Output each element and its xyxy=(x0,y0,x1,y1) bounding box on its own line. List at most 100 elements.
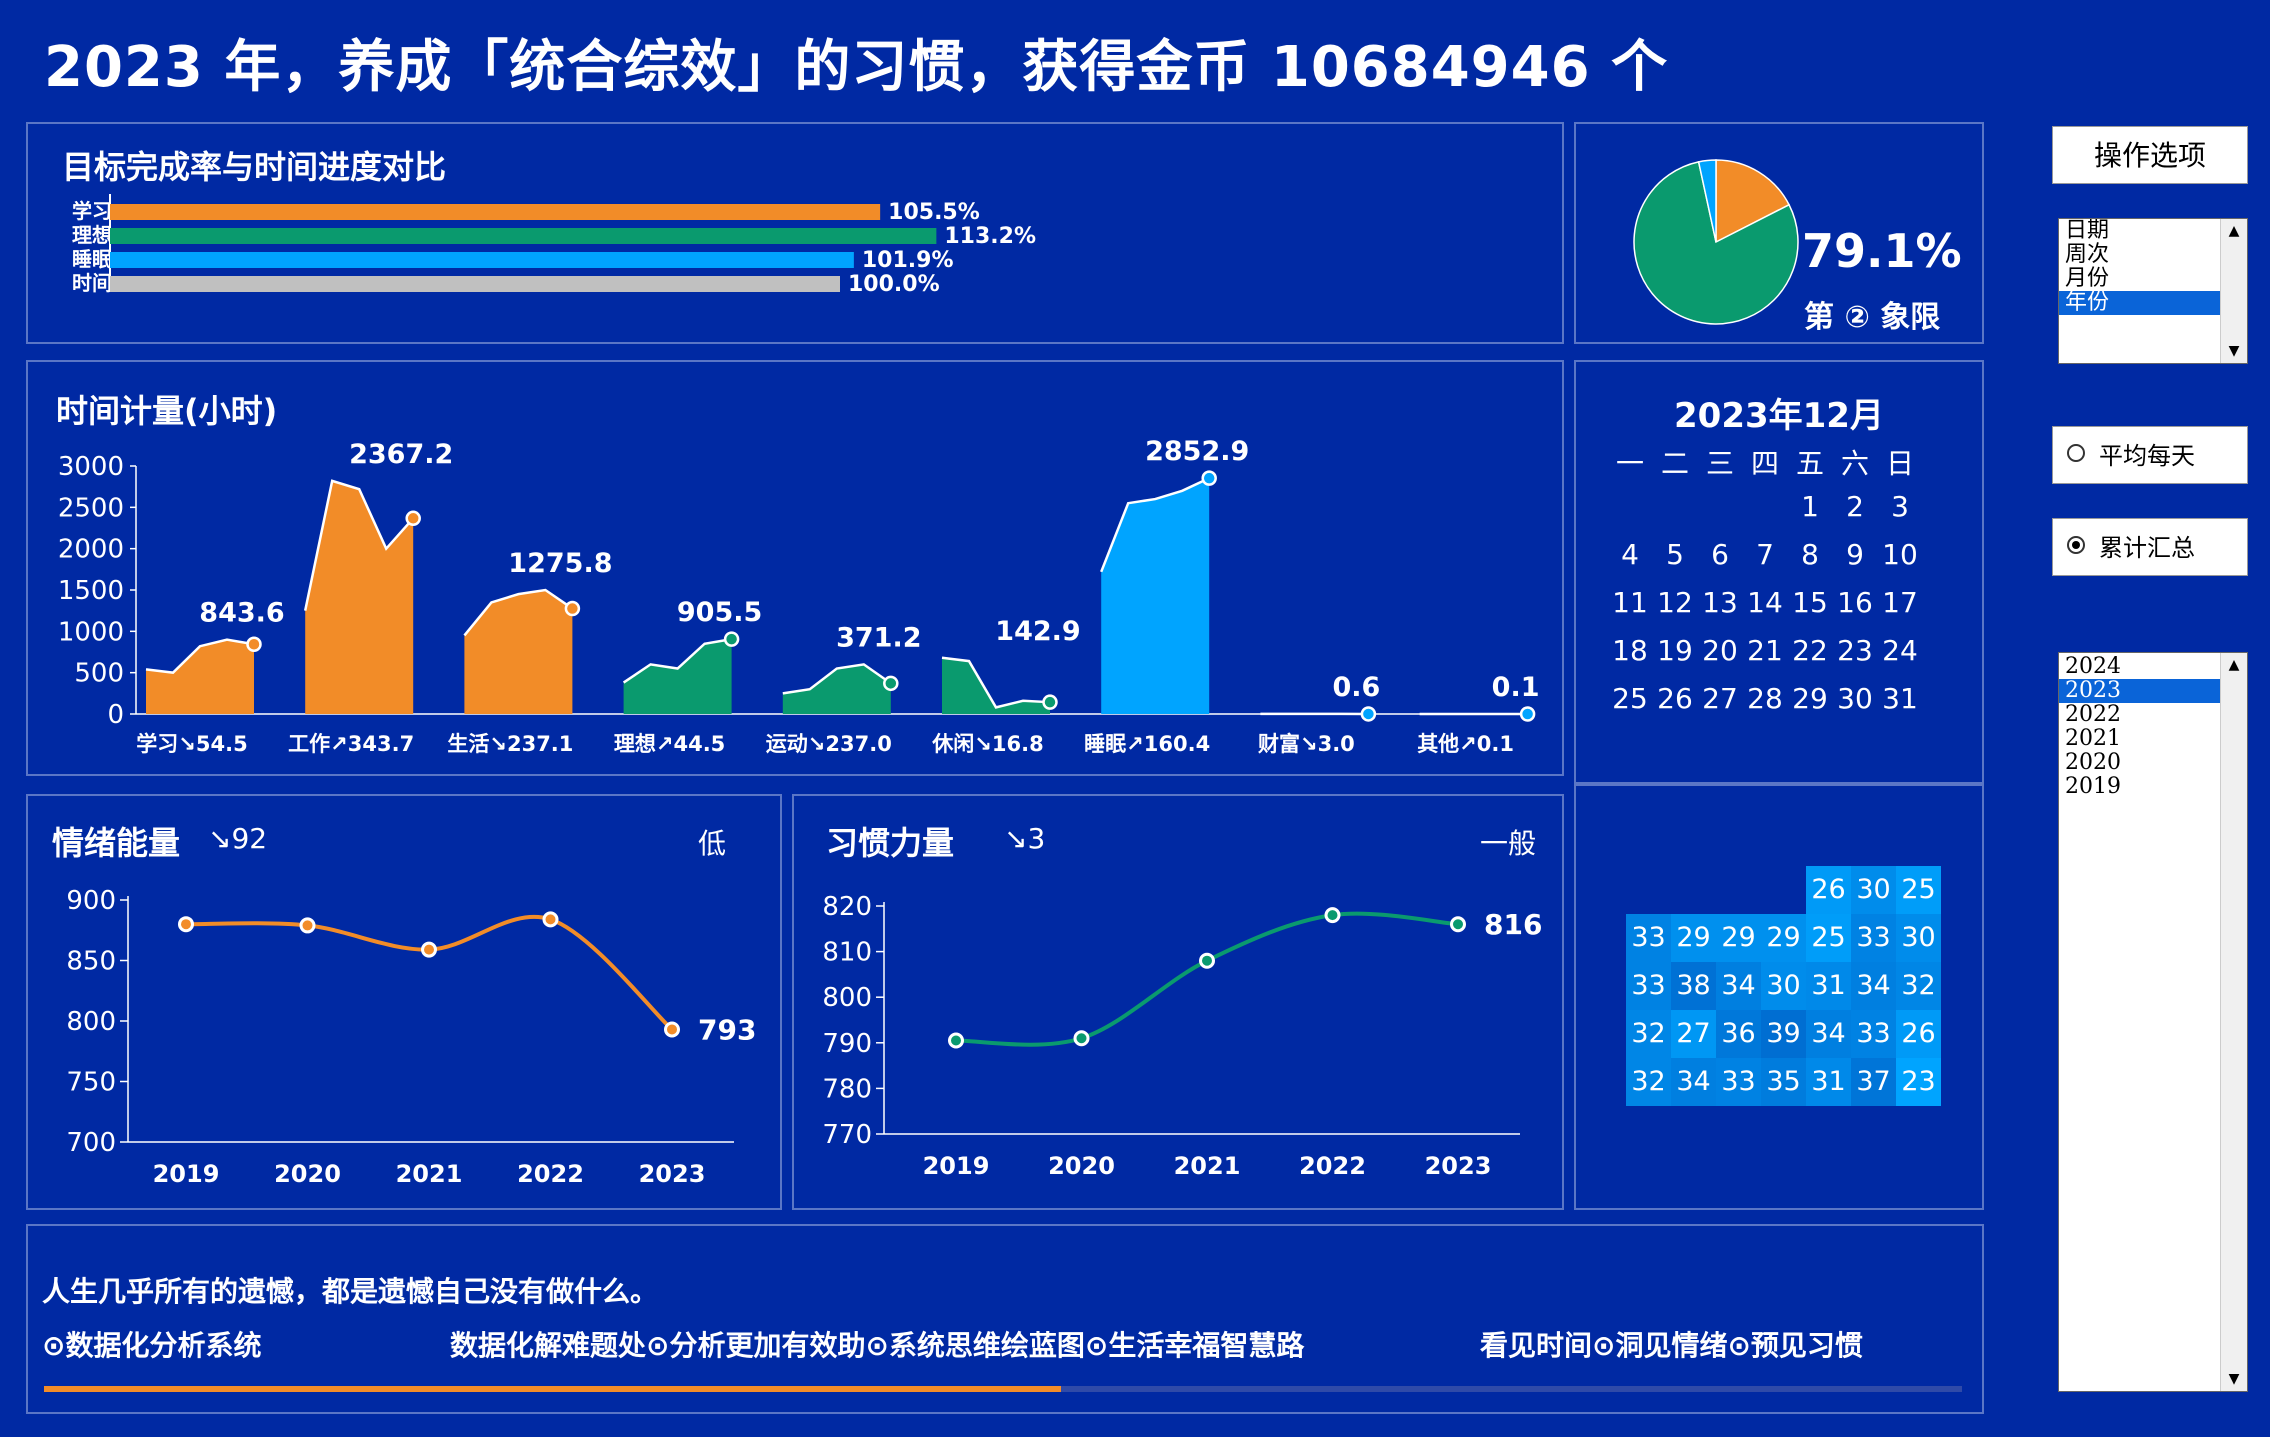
progress-bar xyxy=(110,228,937,244)
calendar-day[interactable]: 10 xyxy=(1882,538,1918,571)
area-total-label: 0.6 xyxy=(1332,672,1380,703)
calendar-day[interactable]: 28 xyxy=(1747,682,1783,715)
heatmap-cell: 31 xyxy=(1806,962,1851,1010)
calendar-day[interactable]: 27 xyxy=(1702,682,1738,715)
calendar-day[interactable]: 18 xyxy=(1612,634,1648,667)
period-listbox[interactable]: 日期 周次 月份 年份 ▲ ▼ xyxy=(2058,218,2248,364)
progress-bar-value: 101.9% xyxy=(862,248,954,273)
progress-panel: 目标完成率与时间进度对比 学习 105.5% 理想 113.2% 睡眠 101.9% 时间 1… xyxy=(26,122,1564,344)
area-category-label: 睡眠↗160.4 xyxy=(1084,732,1210,756)
emotion-delta: ↘92 xyxy=(208,822,268,855)
area-end-point xyxy=(1201,470,1217,486)
calendar-day[interactable]: 15 xyxy=(1792,586,1828,619)
footer-quote: 人生几乎所有的遗憾，都是遗憾自己没有做什么。 xyxy=(42,1275,659,1308)
calendar-day[interactable]: 7 xyxy=(1756,538,1774,571)
area-series-line xyxy=(782,663,892,695)
calendar-day[interactable]: 25 xyxy=(1612,682,1648,715)
area-series-line xyxy=(941,656,1051,709)
area-end-point xyxy=(246,636,262,653)
calendar-day[interactable]: 26 xyxy=(1657,682,1693,715)
heatmap-cell: 33 xyxy=(1851,914,1896,962)
line-end-label: 793 xyxy=(698,1013,756,1046)
area-category-label: 其他↗0.1 xyxy=(1417,732,1514,756)
options-button[interactable]: 操作选项 xyxy=(2052,126,2248,184)
time-area-chart: 0 500 1000 1500 2000 2500 3000 843.6 学习↘54.5 2367… xyxy=(58,436,1540,756)
heatmap-cell: 34 xyxy=(1851,962,1896,1010)
list-item[interactable]: 月份 xyxy=(2065,266,2110,291)
y-tick-label: 1500 xyxy=(58,576,124,606)
radio-icon[interactable] xyxy=(2067,444,2085,462)
area-end-point xyxy=(1519,706,1536,722)
year-scrollbar[interactable]: ▲ ▼ xyxy=(2220,653,2247,1391)
calendar-day[interactable]: 12 xyxy=(1657,586,1693,619)
period-list-items: 日期 周次 月份 年份 xyxy=(2059,219,2221,315)
scroll-up-icon[interactable]: ▲ xyxy=(2228,657,2240,673)
progress-bar xyxy=(110,204,881,220)
area-end-point xyxy=(405,510,421,527)
calendar-day[interactable]: 8 xyxy=(1801,538,1819,571)
area-end-point xyxy=(1042,694,1058,710)
y-tick-label: 780 xyxy=(822,1074,872,1104)
calendar-day[interactable]: 23 xyxy=(1837,634,1873,667)
calendar-day[interactable]: 4 xyxy=(1621,538,1639,571)
calendar-day[interactable]: 3 xyxy=(1891,490,1909,523)
heatmap-cell: 32 xyxy=(1896,962,1941,1010)
calendar-day[interactable]: 2 xyxy=(1846,490,1864,523)
list-item[interactable]: 年份 xyxy=(2059,291,2221,315)
calendar-day[interactable]: 6 xyxy=(1711,538,1729,571)
calendar-day[interactable]: 11 xyxy=(1612,586,1648,619)
list-item[interactable]: 日期 xyxy=(2065,218,2110,243)
calendar-day[interactable]: 20 xyxy=(1702,634,1738,667)
list-item[interactable]: 2023 xyxy=(2059,679,2221,703)
emotion-title: 情绪能量 xyxy=(52,824,181,862)
list-item[interactable]: 2019 xyxy=(2065,774,2121,799)
area-series-line xyxy=(145,638,255,674)
calendar-day[interactable]: 9 xyxy=(1846,538,1864,571)
area-series xyxy=(942,657,1050,714)
footer-middle: 数据化解难题处⊙分析更加有效助⊙系统思维绘蓝图⊙生活幸福智慧路 xyxy=(450,1329,1305,1362)
radio-icon[interactable] xyxy=(2067,536,2085,554)
year-listbox[interactable]: 2024 2023 2022 2021 2020 2019 ▲ ▼ xyxy=(2058,652,2248,1392)
scroll-down-icon[interactable]: ▼ xyxy=(2228,1371,2240,1387)
area-series-line xyxy=(1100,477,1210,573)
calendar-day[interactable]: 22 xyxy=(1792,634,1828,667)
calendar-weekday: 日 xyxy=(1885,447,1914,480)
list-item[interactable]: 2024 xyxy=(2065,654,2121,679)
footer-progress-track xyxy=(44,1386,1962,1392)
pie-slice xyxy=(1633,160,1799,325)
calendar-day[interactable]: 29 xyxy=(1792,682,1828,715)
calendar-day[interactable]: 1 xyxy=(1801,490,1819,523)
calendar-day[interactable]: 17 xyxy=(1882,586,1918,619)
calendar-day[interactable]: 19 xyxy=(1657,634,1693,667)
scroll-up-icon[interactable]: ▲ xyxy=(2228,223,2240,239)
calendar-day[interactable]: 24 xyxy=(1882,634,1918,667)
radio-average-label: 平均每天 xyxy=(2099,442,2195,470)
calendar-day[interactable]: 21 xyxy=(1747,634,1783,667)
progress-bar-chart: 学习 105.5% 理想 113.2% 睡眠 101.9% 时间 100.0% xyxy=(72,194,1036,297)
list-item[interactable]: 2021 xyxy=(2065,726,2121,751)
calendar-day[interactable]: 13 xyxy=(1702,586,1738,619)
list-item[interactable]: 2020 xyxy=(2065,750,2121,775)
calendar-day[interactable]: 14 xyxy=(1747,586,1783,619)
calendar-weekday: 三 xyxy=(1705,447,1734,480)
calendar-day[interactable]: 30 xyxy=(1837,682,1873,715)
line-point xyxy=(1073,1030,1090,1047)
period-scrollbar[interactable]: ▲ ▼ xyxy=(2220,219,2247,363)
heatmap-cell: 26 xyxy=(1896,1010,1941,1058)
heatmap-grid: 26 30 25 33 29 29 29 25 33 30 33 38 34 30 31 34 32 32 27 36… xyxy=(1626,866,1946,1106)
pie-slice xyxy=(1697,159,1717,243)
area-series-line xyxy=(303,479,415,611)
heatmap-cell: 34 xyxy=(1716,962,1761,1010)
calendar-day[interactable]: 5 xyxy=(1666,538,1684,571)
scroll-down-icon[interactable]: ▼ xyxy=(2228,343,2240,359)
calendar-day[interactable]: 16 xyxy=(1837,586,1873,619)
area-series xyxy=(146,639,254,714)
list-item[interactable]: 周次 xyxy=(2065,242,2110,267)
area-category-label: 运动↘237.0 xyxy=(766,732,892,756)
calendar-day[interactable]: 31 xyxy=(1882,682,1918,715)
calendar-title: 2023年12月 xyxy=(1674,396,1884,436)
list-item[interactable]: 2022 xyxy=(2065,702,2121,727)
radio-cumulative[interactable]: 累计汇总 xyxy=(2052,518,2248,576)
y-tick-label: 500 xyxy=(74,659,124,689)
radio-average-daily[interactable]: 平均每天 xyxy=(2052,426,2248,484)
